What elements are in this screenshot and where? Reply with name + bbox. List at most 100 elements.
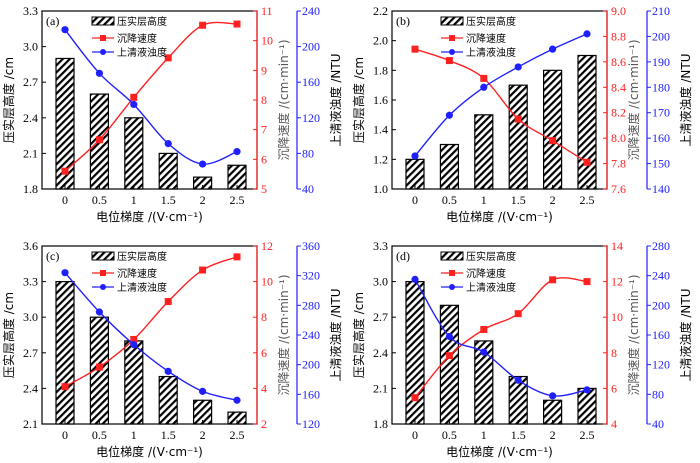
y2-tick-label: 8.0 xyxy=(611,131,626,145)
legend-label: 沉降速度 xyxy=(466,32,506,45)
y-tick-label: 3.0 xyxy=(23,310,38,324)
y3-tick-label: 200 xyxy=(302,358,320,372)
legend-label: 压实层高度 xyxy=(117,250,167,263)
y3-tick-label: 240 xyxy=(302,328,320,342)
bar-compaction-height xyxy=(439,143,460,190)
y3-tick-label: 150 xyxy=(652,157,670,171)
x-tick-label: 0 xyxy=(412,428,418,442)
y2-tick-label: 8.4 xyxy=(611,80,626,94)
legend-label: 压实层高度 xyxy=(466,15,516,28)
legend-settling-marker xyxy=(449,35,455,41)
y2-tick-label: 6 xyxy=(261,346,267,360)
y3-tick-label: 140 xyxy=(652,182,670,196)
bar-compaction-height xyxy=(124,340,144,425)
legend-label: 沉降速度 xyxy=(466,267,506,280)
y2-axis-title: 沉降速度 /(cm·min⁻¹) xyxy=(276,39,291,160)
turbidity-point xyxy=(130,100,138,109)
settling-point xyxy=(480,325,488,333)
y2-tick-label: 10 xyxy=(261,34,273,48)
y2-tick-label: 10 xyxy=(261,275,273,289)
y-tick-label: 1.4 xyxy=(373,123,388,137)
y3-tick-label: 200 xyxy=(652,29,670,43)
panel-label: (a) xyxy=(46,14,59,28)
legend-label: 沉降速度 xyxy=(117,32,157,45)
y3-tick-label: 160 xyxy=(302,387,320,401)
turbidity-point xyxy=(199,160,207,168)
y-tick-label: 2.7 xyxy=(23,346,38,360)
turbidity-point xyxy=(233,148,241,156)
y2-tick-label: 4 xyxy=(261,381,267,395)
x-tick-label: 2.5 xyxy=(230,428,245,442)
legend-label: 上清液浊度 xyxy=(117,46,167,59)
settling-point xyxy=(445,352,453,360)
settling-point xyxy=(233,253,241,261)
y3-tick-label: 280 xyxy=(302,298,320,312)
y3-tick-label: 40 xyxy=(302,182,314,196)
y2-axis-title: 沉降速度 /(cm·min⁻¹) xyxy=(626,274,641,395)
settling-point xyxy=(199,266,207,274)
y3-tick-label: 170 xyxy=(652,106,670,120)
settling-point xyxy=(583,278,591,286)
legend-bar-swatch xyxy=(91,16,115,26)
panel-b: 1.0 1.2 1.4 1.6 1.8 2.0 2.2 0 0.5 1 1.5 2 2.5 7.6 7.8 8… xyxy=(351,4,693,224)
legend-bar-swatch xyxy=(91,251,115,261)
y3-axis-title: 上清液浊度 /NTU xyxy=(328,289,343,382)
bar-compaction-height xyxy=(439,304,460,425)
y2-tick-label: 7.8 xyxy=(611,157,626,171)
x-tick-label: 2 xyxy=(550,193,556,207)
turbidity-point xyxy=(95,69,103,77)
y2-tick-label: 12 xyxy=(611,275,623,289)
settling-point xyxy=(61,167,69,175)
y3-tick-label: 120 xyxy=(302,111,320,125)
settling-point xyxy=(130,93,138,101)
y2-axis-title: 沉降速度 /(cm·min⁻¹) xyxy=(626,39,641,160)
panel-d: 1.8 2.1 2.4 2.7 3.0 3.3 0 0.5 1 1.5 2 2.5 4 6 8 10 12 14 4… xyxy=(351,239,693,459)
legend-settling-marker xyxy=(449,270,455,276)
settling-point xyxy=(514,115,522,123)
turbidity-point xyxy=(480,83,488,91)
bar-compaction-height xyxy=(124,117,144,190)
legend-label: 沉降速度 xyxy=(117,267,157,280)
y-tick-label: 2.1 xyxy=(373,381,388,395)
x-tick-label: 1 xyxy=(131,428,137,442)
x-tick-label: 2 xyxy=(200,428,206,442)
turbidity-point xyxy=(233,396,241,404)
y3-tick-label: 200 xyxy=(652,298,670,312)
x-axis-title: 电位梯度 /(V·cm⁻¹) xyxy=(96,209,203,224)
settling-point xyxy=(480,74,488,82)
y2-tick-label: 9 xyxy=(261,63,267,77)
y3-tick-label: 320 xyxy=(302,269,320,283)
y3-tick-label: 240 xyxy=(302,4,320,18)
turbidity-point xyxy=(199,387,207,395)
y2-tick-label: 14 xyxy=(611,239,623,253)
legend-bar-swatch xyxy=(440,16,464,26)
settling-point xyxy=(164,298,172,306)
turbidity-point xyxy=(61,269,69,277)
x-tick-label: 2 xyxy=(550,428,556,442)
y2-tick-label: 8.2 xyxy=(611,106,626,120)
y3-tick-label: 160 xyxy=(652,328,670,342)
y-tick-label: 3.3 xyxy=(23,275,38,289)
legend-turbidity-marker xyxy=(100,284,106,290)
y2-tick-label: 10 xyxy=(611,310,623,324)
legend-settling-marker xyxy=(100,270,106,276)
y3-axis-title: 上清液浊度 /NTU xyxy=(678,54,693,147)
settling-point xyxy=(549,276,557,284)
x-tick-label: 0.5 xyxy=(442,193,457,207)
panel-label: (b) xyxy=(396,14,410,28)
y3-axis-title: 上清液浊度 /NTU xyxy=(678,289,693,382)
y-tick-label: 2.7 xyxy=(23,75,38,89)
settling-point xyxy=(411,394,419,402)
settling-point xyxy=(61,383,69,391)
settling-point xyxy=(445,57,453,65)
panel-a: 1.8 2.1 2.4 2.7 3.0 3.3 0 0.5 1 1.5 2 2.5 5 6 7 8 9 10 11 4… xyxy=(1,4,343,224)
x-axis-title: 电位梯度 /(V·cm⁻¹) xyxy=(446,209,553,224)
y3-tick-label: 190 xyxy=(652,55,670,69)
turbidity-point xyxy=(411,275,419,283)
bar-compaction-height xyxy=(405,158,425,190)
y3-axis-title: 上清液浊度 /NTU xyxy=(328,54,343,147)
legend-turbidity-marker xyxy=(449,284,455,290)
y3-tick-label: 160 xyxy=(652,131,670,145)
y2-tick-label: 8.8 xyxy=(611,29,626,43)
